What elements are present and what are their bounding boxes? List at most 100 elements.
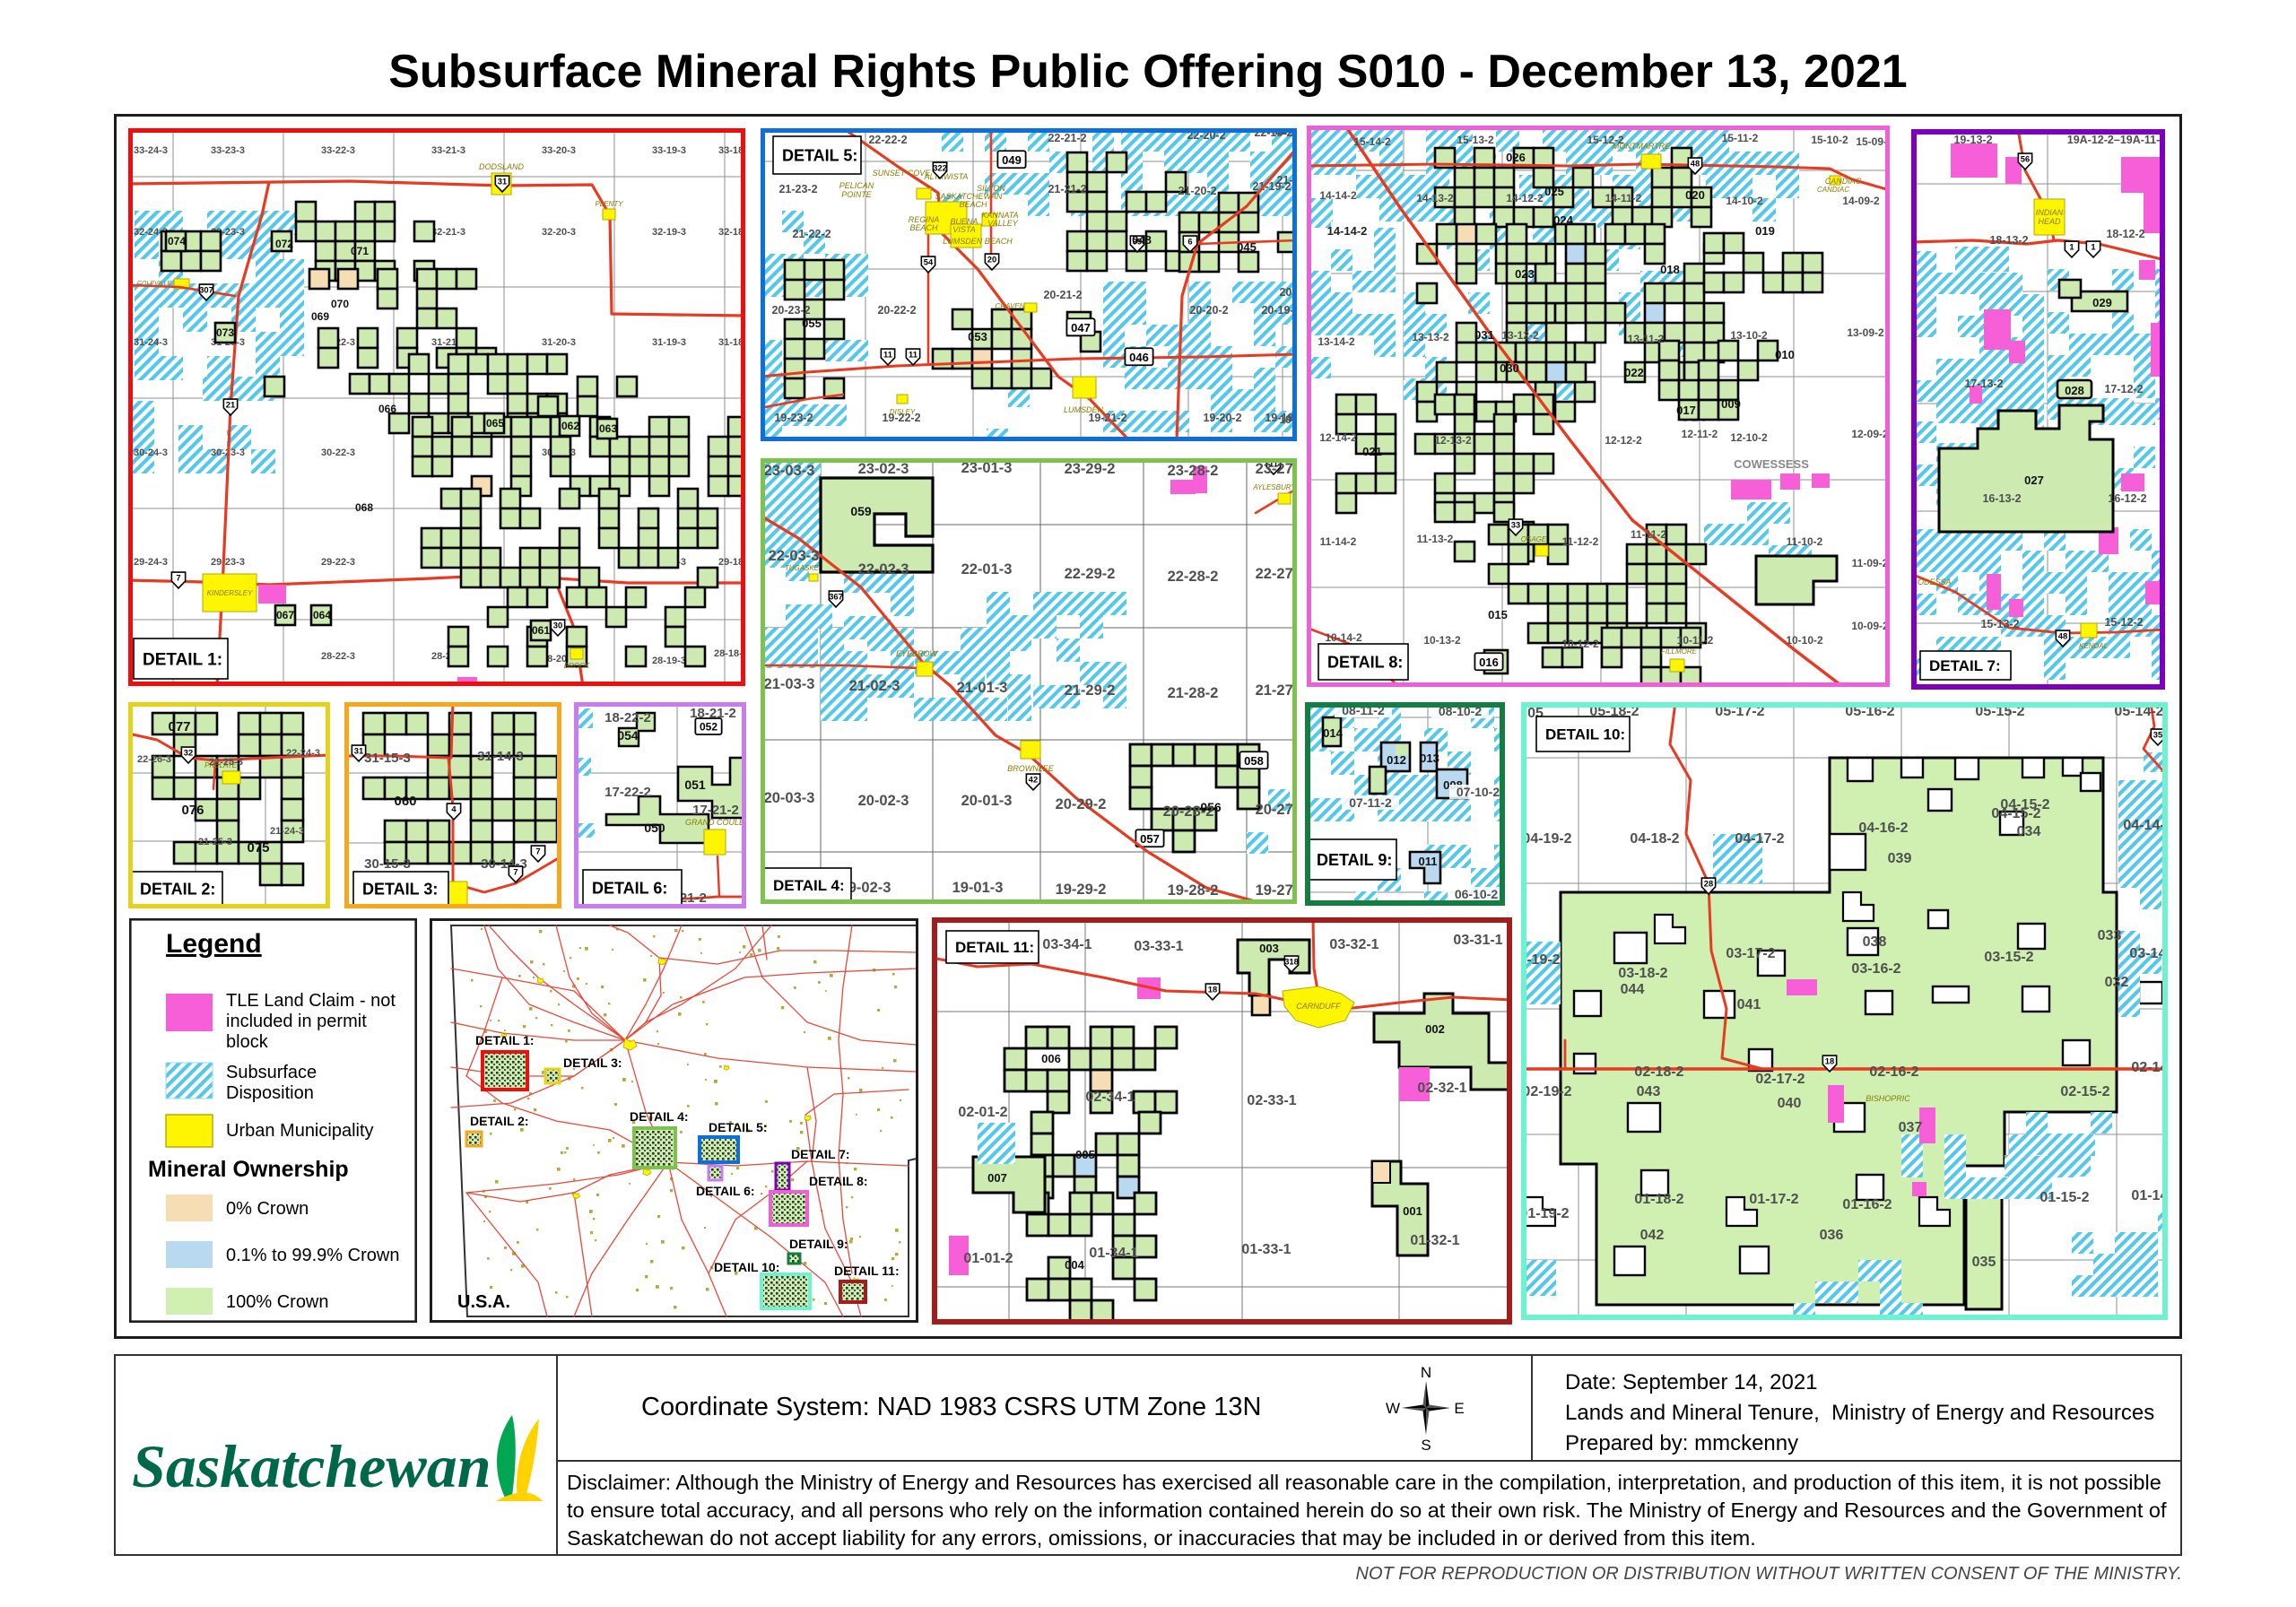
svg-text:07-11-2: 07-11-2 [1349,795,1392,810]
svg-text:04-15-2: 04-15-2 [1991,806,2040,821]
svg-text:CANDIAC: CANDIAC [1825,177,1862,186]
svg-text:01-15-2: 01-15-2 [2039,1190,2089,1205]
svg-text:12-10-2: 12-10-2 [1730,431,1768,444]
svg-text:FILLMORE: FILLMORE [1661,647,1698,656]
svg-text:30-22-3: 30-22-3 [321,447,355,458]
svg-text:33: 33 [1511,520,1520,529]
svg-text:21-18-2: 21-18-2 [1276,174,1297,187]
svg-text:034: 034 [2017,824,2041,839]
svg-text:068: 068 [355,501,373,514]
svg-text:074: 074 [168,235,186,248]
svg-text:028: 028 [2065,384,2084,397]
svg-text:01-33-1: 01-33-1 [1241,1242,1291,1257]
svg-text:02-17-2: 02-17-2 [1755,1072,1805,1087]
svg-text:POINTE: POINTE [841,190,873,199]
svg-text:CRAVEN: CRAVEN [996,302,1025,310]
svg-text:055: 055 [802,317,822,330]
svg-text:13-12-2: 13-12-2 [1501,329,1539,342]
svg-text:11-11-2: 11-11-2 [1631,528,1666,541]
svg-text:044: 044 [1621,982,1645,997]
svg-text:10-13-2: 10-13-2 [1423,634,1461,647]
svg-text:DETAIL 9:: DETAIL 9: [1317,851,1392,869]
svg-text:22-21-2: 22-21-2 [1048,132,1086,144]
svg-text:LUMSDEN: LUMSDEN [1064,405,1104,414]
svg-text:BEACH: BEACH [909,223,938,232]
svg-text:E: E [1454,1400,1464,1417]
svg-text:19-01-3: 19-01-3 [952,880,1004,896]
svg-text:14-13-2: 14-13-2 [1416,192,1454,204]
svg-text:W: W [1386,1400,1400,1417]
svg-text:10-10-2: 10-10-2 [1786,634,1823,647]
svg-text:23-03-3: 23-03-3 [764,463,815,479]
svg-text:19-22-2: 19-22-2 [882,412,920,424]
svg-text:23-28-2: 23-28-2 [1168,463,1219,479]
svg-text:21-23-2: 21-23-2 [778,183,817,195]
svg-text:307: 307 [199,285,213,294]
svg-text:22-03-3: 22-03-3 [769,548,820,564]
svg-text:05-16-2: 05-16-2 [1845,704,1894,719]
svg-text:19-13-2: 19-13-2 [1953,134,1992,146]
svg-text:DETAIL 4:: DETAIL 4: [773,877,845,894]
svg-text:48: 48 [2058,631,2067,640]
svg-text:026: 026 [1506,151,1526,164]
svg-text:SASKATCHEWAN: SASKATCHEWAN [935,192,1003,201]
svg-text:CANDIAC: CANDIAC [1817,186,1849,194]
svg-text:04-16-2: 04-16-2 [1858,821,1908,836]
svg-text:001: 001 [1403,1204,1422,1218]
svg-text:BUENA: BUENA [950,217,978,226]
svg-text:28-19-3: 28-19-3 [652,656,686,666]
svg-text:29-22-3: 29-22-3 [321,557,355,568]
svg-text:7: 7 [176,573,180,582]
svg-text:VISTA: VISTA [952,225,975,234]
svg-text:14-12-2: 14-12-2 [1506,192,1544,204]
svg-text:10-12-2: 10-12-2 [1561,638,1599,650]
svg-text:20-29-2: 20-29-2 [1056,796,1107,812]
svg-text:039: 039 [1888,851,1912,866]
svg-text:56: 56 [2021,154,2030,163]
svg-text:Saskatchewan: Saskatchewan [132,1432,491,1500]
svg-text:054: 054 [617,728,639,743]
svg-text:19-02-3: 19-02-3 [840,880,891,896]
svg-text:7: 7 [535,847,540,856]
svg-text:21-22-2: 21-22-2 [792,228,831,240]
svg-text:U.S.A.: U.S.A. [457,1292,510,1312]
svg-text:DETAIL 10:: DETAIL 10: [714,1260,779,1274]
svg-text:28-18-3: 28-18-3 [714,648,745,659]
svg-text:11-10-2: 11-10-2 [1787,535,1823,548]
svg-text:31: 31 [498,177,507,186]
svg-text:049: 049 [1002,153,1022,167]
svg-text:31-24-3: 31-24-3 [134,337,168,348]
svg-text:22-27-2: 22-27-2 [1256,566,1297,582]
svg-text:02-33-1: 02-33-1 [1247,1093,1296,1108]
svg-text:03-18-2: 03-18-2 [1618,966,1667,981]
svg-text:48: 48 [1691,159,1700,168]
svg-text:33-19-3: 33-19-3 [652,145,686,156]
svg-text:070: 070 [331,298,349,310]
svg-text:32-20-3: 32-20-3 [542,227,576,238]
svg-text:006: 006 [1041,1052,1061,1065]
svg-text:037: 037 [1899,1120,1923,1135]
svg-text:22-29-2: 22-29-2 [1065,566,1116,582]
svg-text:058: 058 [1244,754,1264,768]
svg-text:17-21-2: 17-21-2 [692,803,739,818]
svg-text:21-27-2: 21-27-2 [1256,682,1297,699]
svg-text:Legend: Legend [166,929,262,959]
svg-text:009: 009 [1721,397,1741,411]
svg-text:19-20-2: 19-20-2 [1203,412,1241,424]
svg-text:18-22-2: 18-22-2 [604,710,651,725]
svg-text:DETAIL 11:: DETAIL 11: [834,1264,900,1278]
svg-text:Subsurface: Subsurface [226,1063,317,1082]
svg-text:22-26-3: 22-26-3 [137,754,171,765]
svg-text:DISLEY: DISLEY [890,408,916,416]
svg-text:14-11-2: 14-11-2 [1605,192,1642,204]
svg-text:18-21-2: 18-21-2 [690,706,736,721]
svg-text:DETAIL 3:: DETAIL 3: [563,1055,622,1070]
svg-text:16-12-2: 16-12-2 [2108,492,2146,505]
svg-text:21-28-2: 21-28-2 [1168,685,1219,701]
svg-text:21-02-3: 21-02-3 [849,678,900,694]
svg-text:05-18-2: 05-18-2 [1589,704,1639,719]
svg-text:01-01-2: 01-01-2 [963,1251,1013,1266]
svg-text:051: 051 [684,777,706,792]
svg-text:MONTMARTRE: MONTMARTRE [1613,142,1671,151]
svg-text:20-02-3: 20-02-3 [858,793,909,809]
